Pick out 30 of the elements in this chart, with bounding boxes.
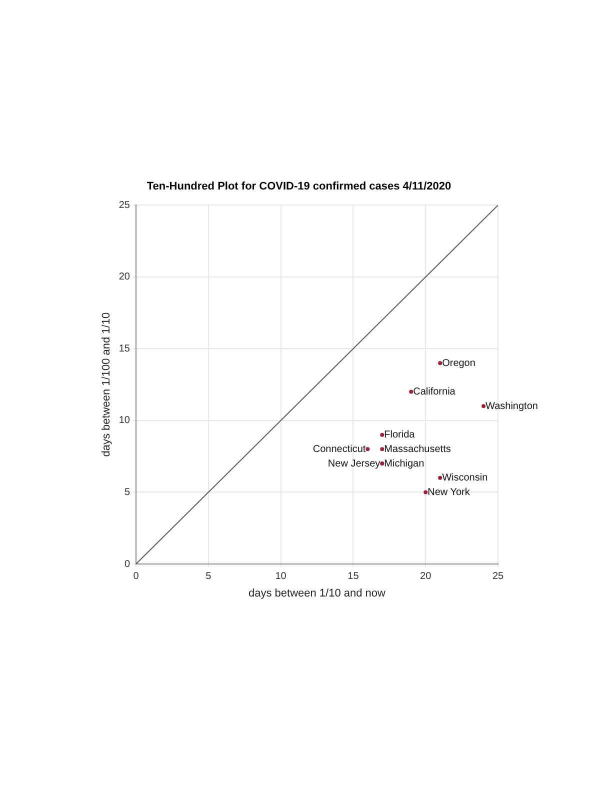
- annotation: Michigan: [384, 458, 424, 470]
- y-tick-label: 15: [118, 343, 130, 354]
- x-tick-label: 10: [275, 570, 287, 582]
- point: [438, 361, 442, 366]
- point: [380, 432, 384, 437]
- y-tick-label: 10: [118, 415, 130, 426]
- annotation: New York: [428, 486, 471, 498]
- y-tick-label: 25: [118, 200, 130, 211]
- annotation: Oregon: [442, 358, 476, 369]
- annotation: Florida: [384, 430, 416, 441]
- y-axis-title: days between 1/100 and 1/10: [100, 312, 113, 457]
- annotation: Washington: [486, 400, 538, 412]
- x-tick-label: 25: [492, 570, 504, 582]
- x-tick-label: 5: [206, 570, 212, 582]
- point: [380, 447, 384, 452]
- y-tick-label: 20: [118, 272, 130, 283]
- annotation: California: [413, 386, 456, 398]
- annotation: Connecticut: [312, 444, 366, 455]
- annotation: New Jersey: [328, 458, 380, 470]
- annotation: Wisconsin: [442, 472, 488, 484]
- x-tick-label: 15: [348, 570, 360, 582]
- x-tick-label: 0: [133, 570, 140, 582]
- point: [424, 490, 428, 494]
- point: [409, 390, 414, 394]
- y-tick-label: 0: [124, 558, 130, 570]
- chart-title: Ten-Hundred Plot for COVID-19 confirmed cases 4/11/2020: [146, 180, 452, 193]
- x-axis-title: days between 1/10 and now: [248, 587, 386, 600]
- x-tick-label: 20: [420, 570, 432, 582]
- y-tick-label: 5: [124, 486, 130, 498]
- annotation: Massachusetts: [384, 444, 451, 455]
